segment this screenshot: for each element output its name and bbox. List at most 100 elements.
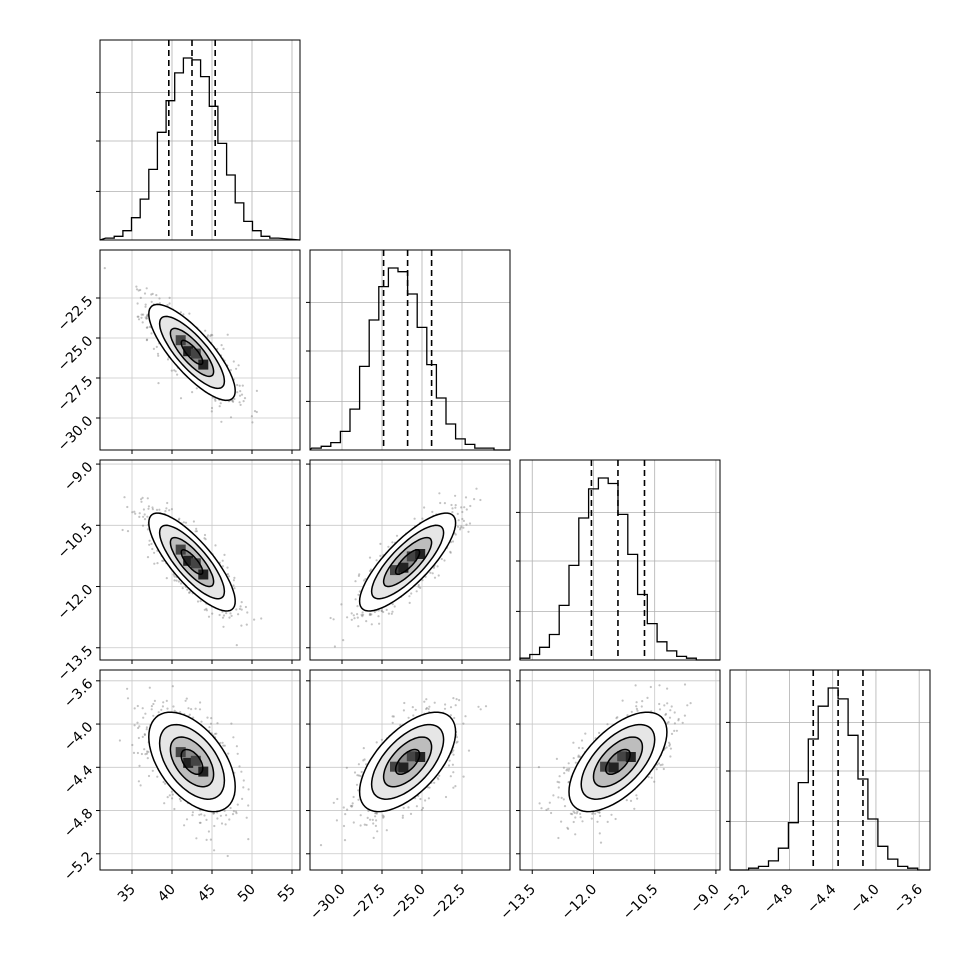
sample-point bbox=[206, 716, 209, 719]
sample-point bbox=[250, 415, 253, 418]
sample-point bbox=[140, 752, 143, 756]
sample-point bbox=[235, 367, 238, 370]
sample-point bbox=[357, 763, 360, 766]
density-core bbox=[617, 751, 628, 762]
sample-point bbox=[242, 400, 245, 403]
sample-point bbox=[375, 741, 378, 744]
sample-point bbox=[454, 494, 457, 497]
sample-point bbox=[136, 315, 139, 318]
histogram-step bbox=[309, 267, 510, 451]
sample-point bbox=[170, 508, 173, 511]
panel-frame bbox=[99, 39, 301, 241]
sample-point bbox=[575, 812, 578, 815]
sample-point bbox=[598, 811, 601, 814]
scatter-panel-3-2 bbox=[306, 459, 511, 664]
sample-point bbox=[449, 714, 452, 717]
sample-point bbox=[162, 559, 165, 563]
density-core bbox=[198, 359, 209, 370]
sample-point bbox=[457, 519, 460, 522]
sample-point bbox=[379, 554, 382, 558]
sample-point bbox=[231, 813, 235, 816]
sample-point bbox=[171, 685, 174, 688]
sample-point bbox=[214, 544, 217, 547]
sample-point bbox=[222, 744, 225, 747]
sample-point bbox=[382, 610, 385, 614]
contour-line bbox=[169, 536, 215, 588]
sample-point bbox=[166, 304, 169, 307]
sample-point bbox=[162, 701, 165, 704]
sample-point bbox=[579, 812, 582, 816]
sample-point bbox=[594, 812, 597, 815]
contour-line bbox=[370, 524, 445, 600]
sample-point bbox=[210, 410, 213, 413]
density-core bbox=[175, 544, 186, 555]
sample-point bbox=[616, 716, 619, 719]
sample-point bbox=[461, 517, 464, 521]
panel-frame bbox=[309, 249, 511, 451]
sample-point bbox=[236, 803, 239, 806]
sample-point bbox=[150, 708, 153, 711]
sample-point bbox=[467, 530, 470, 533]
sample-point bbox=[385, 608, 388, 612]
x-tick-label: 55 bbox=[275, 882, 299, 906]
sample-point bbox=[615, 717, 618, 720]
sample-point bbox=[118, 739, 121, 742]
sample-point bbox=[357, 798, 360, 801]
contour-line bbox=[148, 303, 236, 402]
sample-point bbox=[456, 525, 460, 528]
sample-point bbox=[353, 771, 357, 774]
sample-point bbox=[538, 802, 541, 805]
x-tick-label: −12.0 bbox=[559, 882, 601, 924]
sample-point bbox=[451, 763, 454, 766]
sample-point bbox=[245, 816, 248, 819]
sample-point bbox=[240, 608, 243, 611]
sample-point bbox=[479, 498, 482, 502]
sample-point bbox=[425, 707, 428, 711]
sample-point bbox=[203, 533, 207, 537]
sample-point bbox=[677, 717, 680, 721]
sample-point bbox=[456, 740, 459, 743]
sample-point bbox=[669, 747, 673, 750]
sample-point bbox=[136, 751, 139, 755]
sample-point bbox=[465, 523, 468, 526]
sample-point bbox=[260, 617, 263, 620]
sample-point bbox=[414, 708, 417, 711]
sample-point bbox=[392, 715, 395, 718]
sample-point bbox=[146, 515, 149, 518]
sample-point bbox=[560, 820, 563, 823]
sample-point bbox=[427, 797, 430, 800]
sample-point bbox=[232, 584, 235, 587]
sample-point bbox=[141, 735, 144, 739]
sample-point bbox=[238, 384, 241, 387]
sample-point bbox=[357, 774, 360, 777]
sample-point bbox=[219, 741, 222, 745]
sample-point bbox=[244, 605, 247, 609]
sample-point bbox=[412, 714, 415, 717]
sample-point bbox=[137, 780, 140, 783]
sample-point bbox=[399, 724, 402, 727]
sample-point bbox=[188, 591, 191, 594]
sample-point bbox=[170, 790, 173, 793]
sample-point bbox=[143, 748, 146, 751]
sample-point bbox=[464, 496, 468, 499]
sample-point bbox=[238, 401, 241, 404]
sample-point bbox=[352, 821, 355, 824]
contour-line bbox=[180, 549, 204, 576]
sample-point bbox=[233, 576, 236, 580]
sample-point bbox=[200, 720, 203, 723]
sample-point bbox=[625, 799, 628, 802]
sample-point bbox=[357, 789, 360, 792]
sample-point bbox=[572, 741, 575, 744]
sample-point bbox=[151, 506, 154, 509]
sample-point bbox=[572, 810, 575, 813]
sample-point bbox=[448, 759, 451, 762]
sample-point bbox=[164, 510, 167, 513]
sample-point bbox=[431, 572, 434, 575]
sample-point bbox=[168, 302, 171, 305]
sample-point bbox=[240, 770, 243, 773]
sample-point bbox=[419, 797, 422, 801]
sample-point bbox=[142, 716, 145, 719]
sample-point bbox=[140, 500, 143, 503]
sample-point bbox=[143, 513, 146, 516]
sample-point bbox=[143, 292, 147, 295]
